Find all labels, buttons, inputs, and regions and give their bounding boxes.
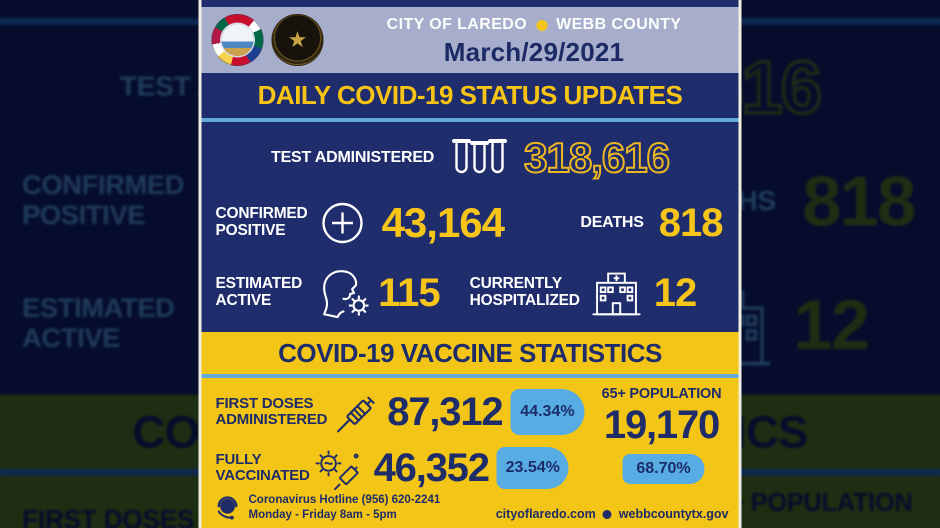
org-line: CITY OF LAREDO WEBB COUNTY xyxy=(334,16,735,34)
virus-syringe-icon xyxy=(315,450,359,491)
hospitalized-value: 12 xyxy=(653,270,697,315)
fully-vaccinated-value: 46,352 xyxy=(373,445,490,490)
population-65-block: 65+ POPULATION 19,170 xyxy=(595,386,729,448)
foreground-card: ★ CITY OF LAREDO WEBB COUNTY March/29/20… xyxy=(198,0,742,528)
city-website: cityoflaredo.com xyxy=(495,507,596,521)
card-footer: Coronavirus Hotline (956) 620-2241 Monda… xyxy=(214,493,729,523)
fully-vaccinated-row: FULLY VACCINATED xyxy=(216,442,569,494)
webb-county-seal: ★ xyxy=(271,14,324,66)
org-city-label: CITY OF LAREDO xyxy=(386,16,528,33)
fully-vaccinated-percent-badge: 23.54% xyxy=(496,447,569,489)
active-row: ESTIMATED ACTIVE 115 CURRENTLY HOSPITALI… xyxy=(216,262,723,324)
county-website: webbcountytx.gov xyxy=(618,507,729,521)
star-icon: ★ xyxy=(287,27,308,52)
confirmed-label: CONFIRMED POSITIVE xyxy=(215,205,308,239)
confirmed-value: 43,164 xyxy=(381,199,505,246)
deaths-group: DEATHS 818 xyxy=(580,200,724,246)
vaccine-section: COVID-19 VACCINE STATISTICS FIRST DOSES … xyxy=(201,332,739,528)
syringe-icon xyxy=(336,396,375,433)
population-65-label: 65+ POPULATION xyxy=(601,386,722,402)
first-doses-value: 87,312 xyxy=(387,389,503,434)
test-tubes-icon xyxy=(451,139,507,174)
vaccine-banner: COVID-19 VACCINE STATISTICS xyxy=(201,332,739,378)
covid-status-card: ★ CITY OF LAREDO WEBB COUNTY March/29/20… xyxy=(201,0,739,528)
laredo-logo-center xyxy=(221,24,254,56)
population-65-value: 19,170 xyxy=(603,403,720,447)
hotline-hours: Monday - Friday 8am - 5pm xyxy=(248,509,397,522)
hotline-text: Coronavirus Hotline (956) 620-2241 Monda… xyxy=(249,493,441,523)
daily-status-banner: DAILY COVID-19 STATUS UPDATES xyxy=(201,73,739,122)
tests-value: 318,616 xyxy=(523,133,671,182)
hotline-number: Coronavirus Hotline (956) 620-2241 xyxy=(248,494,441,507)
tests-row: TEST ADMINISTERED 318,616 xyxy=(202,132,739,184)
first-doses-label: FIRST DOSES ADMINISTERED xyxy=(215,394,328,428)
active-value: 115 xyxy=(378,270,441,315)
date-text: March/29/2021 xyxy=(443,37,625,67)
deaths-label: DEATHS xyxy=(580,214,644,231)
city-of-laredo-logo xyxy=(211,14,264,66)
deaths-value: 818 xyxy=(658,200,724,245)
plus-circle-icon xyxy=(322,202,363,244)
active-label: ESTIMATED ACTIVE xyxy=(215,275,303,309)
dot-separator-icon xyxy=(602,509,612,519)
org-county-label: WEBB COUNTY xyxy=(556,16,682,33)
confirmed-row: CONFIRMED POSITIVE 43,164 DEATHS 818 xyxy=(215,194,724,252)
hotline-block: Coronavirus Hotline (956) 620-2241 Monda… xyxy=(214,493,441,523)
card-header: ★ CITY OF LAREDO WEBB COUNTY March/29/20… xyxy=(201,7,739,73)
headset-icon xyxy=(217,496,238,520)
population-65-percent-badge: 68.70% xyxy=(622,454,705,484)
hospitalized-label: CURRENTLY HOSPITALIZED xyxy=(469,275,580,309)
first-doses-row: FIRST DOSES ADMINISTERED 87,312 44.34% xyxy=(216,384,585,440)
websites: cityoflaredo.com webbcountytx.gov xyxy=(496,507,729,523)
fully-vaccinated-label: FULLY VACCINATED xyxy=(215,450,310,484)
header-text: CITY OF LAREDO WEBB COUNTY March/29/2021 xyxy=(334,16,735,68)
coughing-person-icon xyxy=(322,270,369,319)
tests-label: TEST ADMINISTERED xyxy=(271,149,435,166)
hospital-icon xyxy=(592,272,641,316)
bullet-separator-icon xyxy=(536,19,548,31)
vaccine-banner-title: COVID-19 VACCINE STATISTICS xyxy=(278,337,662,368)
daily-banner-title: DAILY COVID-19 STATUS UPDATES xyxy=(257,80,683,110)
first-doses-percent-badge: 44.34% xyxy=(510,389,585,435)
